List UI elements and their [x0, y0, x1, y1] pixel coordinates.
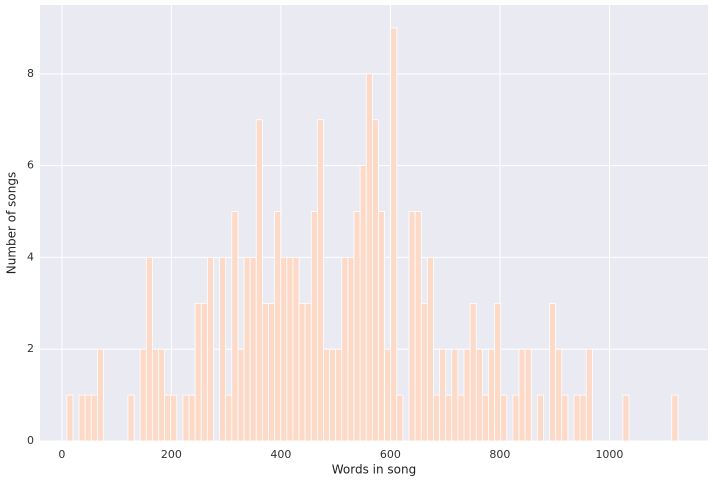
x-tick-label: 200 — [161, 448, 182, 461]
x-tick-label: 600 — [380, 448, 401, 461]
bar — [237, 348, 245, 442]
bar — [414, 211, 422, 442]
x-tick-label: 0 — [58, 448, 65, 461]
bar — [433, 394, 440, 442]
bar — [353, 211, 361, 442]
bar — [255, 119, 263, 442]
bar — [445, 394, 453, 442]
bar — [219, 257, 227, 442]
bar — [408, 211, 416, 442]
x-tick-label: 400 — [270, 448, 291, 461]
bar — [249, 257, 257, 442]
bar — [420, 302, 428, 442]
bar — [286, 257, 294, 442]
bar — [457, 394, 465, 442]
bar — [439, 348, 447, 442]
bar — [488, 348, 495, 442]
y-tick-label: 6 — [27, 159, 34, 172]
bar — [359, 165, 367, 442]
bar — [378, 211, 385, 442]
y-tick-label: 4 — [27, 250, 34, 263]
bar — [371, 119, 379, 442]
y-tick-label: 2 — [27, 342, 34, 355]
bar — [384, 348, 392, 442]
bar — [151, 348, 159, 442]
bar — [323, 348, 330, 442]
bar — [280, 257, 288, 442]
bar — [158, 348, 165, 442]
bar — [341, 257, 349, 442]
bar — [426, 257, 434, 442]
x-tick-label: 800 — [489, 448, 510, 461]
bar — [164, 394, 172, 442]
bar — [671, 394, 679, 442]
bar — [139, 348, 147, 442]
bar — [170, 394, 178, 442]
bar — [475, 348, 483, 442]
bar — [206, 257, 214, 442]
bar — [469, 302, 477, 442]
x-tick-label: 1000 — [595, 448, 623, 461]
bar — [261, 302, 269, 442]
bar — [188, 394, 196, 442]
bar — [127, 394, 135, 442]
y-tick-label: 8 — [27, 67, 34, 80]
bar — [335, 348, 343, 442]
bar — [243, 257, 251, 442]
bar — [84, 394, 92, 442]
bar — [231, 211, 239, 442]
bar — [481, 394, 489, 442]
bar — [585, 348, 593, 442]
bar — [304, 302, 312, 442]
bar — [78, 394, 86, 442]
x-axis-label: Words in song — [332, 463, 416, 477]
bar — [561, 394, 569, 442]
bar — [622, 394, 630, 442]
bar — [573, 394, 581, 442]
bar — [66, 394, 74, 442]
bar — [145, 257, 153, 442]
bar — [524, 348, 532, 442]
bar — [268, 302, 275, 442]
bar — [316, 119, 324, 442]
y-tick-label: 0 — [27, 434, 34, 447]
bar — [536, 394, 544, 442]
bar — [347, 257, 355, 442]
bar — [494, 302, 502, 442]
bar — [90, 394, 98, 442]
bar — [579, 394, 587, 442]
bar — [292, 257, 300, 442]
bar — [451, 348, 459, 442]
bar — [194, 302, 202, 442]
bar — [463, 348, 471, 442]
bar — [274, 211, 282, 442]
bar — [225, 394, 233, 442]
bar — [390, 27, 398, 442]
bar — [298, 302, 306, 442]
bar — [549, 302, 557, 442]
bar — [518, 348, 526, 442]
bar — [500, 394, 508, 442]
y-axis-label: Number of songs — [5, 172, 19, 274]
bar — [310, 211, 318, 442]
bar — [396, 394, 404, 442]
bar — [200, 302, 208, 442]
bar — [512, 394, 520, 442]
bar — [182, 394, 190, 442]
bar — [329, 348, 337, 442]
bar — [365, 73, 373, 442]
bar — [555, 348, 563, 442]
bar — [96, 348, 104, 442]
